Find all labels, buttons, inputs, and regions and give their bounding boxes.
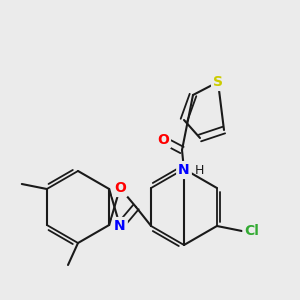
Text: H: H: [195, 164, 204, 176]
Text: O: O: [114, 181, 126, 195]
Text: O: O: [157, 133, 169, 147]
Text: S: S: [213, 75, 223, 89]
Text: N: N: [114, 219, 126, 233]
Text: Cl: Cl: [244, 224, 259, 238]
Text: N: N: [178, 163, 190, 177]
